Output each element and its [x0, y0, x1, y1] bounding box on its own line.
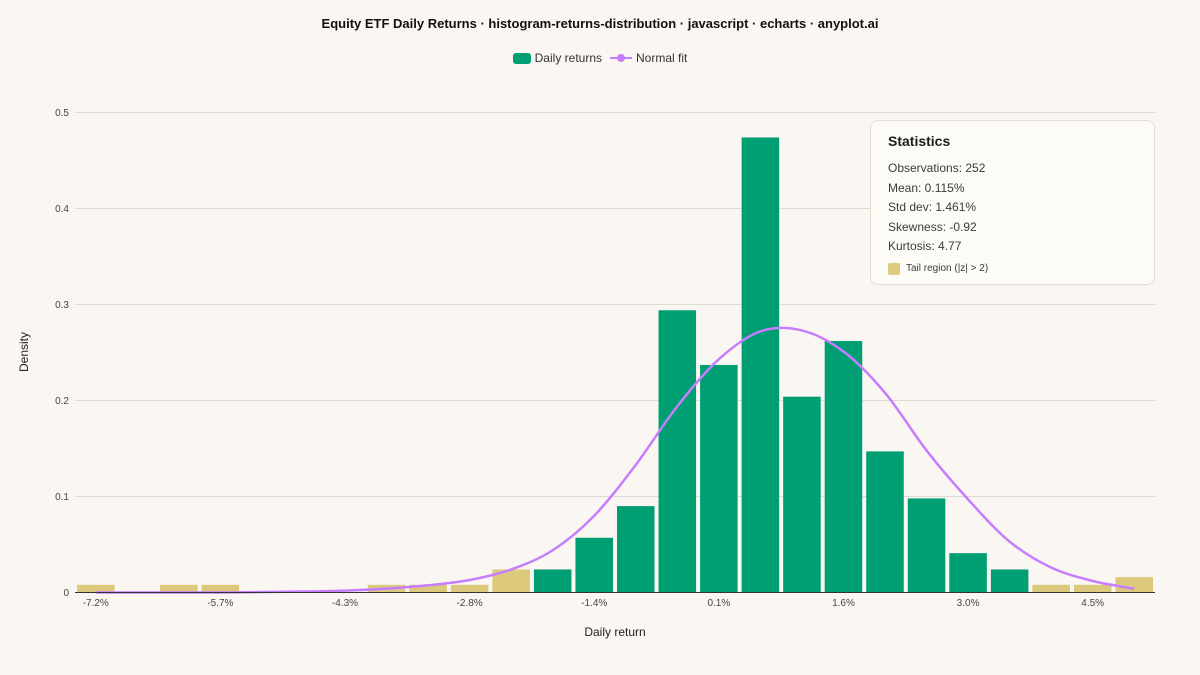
x-tick-label: 3.0% — [957, 598, 980, 609]
legend-label: Daily returns — [534, 51, 602, 65]
axes: 0 0.1 0.2 0.3 0.4 0.5 -7.2% -5.7% -4.3% -2.8% -1.4… — [55, 108, 1155, 609]
x-tick-label: -7.2% — [83, 598, 109, 609]
x-tick-label: -2.8% — [457, 598, 483, 609]
stat-mean: Mean: 0.115% — [888, 180, 965, 195]
x-tick-label: 0.1% — [707, 598, 730, 609]
histogram-bar — [783, 396, 821, 593]
tail-region-label: Tail region (|z| > 2) — [906, 263, 989, 274]
stat-skewness: Skewness: -0.92 — [888, 219, 977, 234]
histogram-bar — [575, 537, 613, 593]
x-tick-label: 4.5% — [1081, 598, 1104, 609]
histogram-bar — [617, 506, 655, 593]
histogram-bar — [949, 553, 987, 593]
stat-observations: Observations: 252 — [888, 161, 986, 175]
tail-swatch-icon — [888, 262, 900, 275]
bar-swatch-icon — [512, 52, 531, 64]
x-tick-label: -5.7% — [207, 598, 233, 609]
y-tick-label: 0.3 — [55, 300, 69, 311]
tail-bar — [201, 584, 240, 593]
histogram-bar — [533, 569, 572, 593]
histogram-bar — [866, 451, 904, 593]
tail-bar — [1115, 577, 1153, 593]
chart-title: Equity ETF Daily Returns · histogram-ret… — [321, 16, 879, 31]
statistics-title: Statistics — [888, 133, 951, 149]
x-tick-label: 1.6% — [832, 598, 855, 609]
line-marker-icon — [610, 54, 632, 62]
y-tick-label: 0.4 — [55, 204, 69, 215]
tail-bar — [1032, 584, 1070, 593]
x-tick-label: -4.3% — [332, 598, 358, 609]
tail-bar — [1073, 584, 1112, 593]
normal-fit-line-layer — [95, 326, 1135, 594]
tail-region-legend: Tail region (|z| > 2) — [888, 262, 1137, 275]
legend-label: Normal fit — [636, 51, 688, 65]
histogram-bar — [824, 340, 863, 593]
statistics-panel: Statistics Observations: 252 Mean: 0.115… — [870, 120, 1155, 285]
histogram-bar — [990, 569, 1029, 593]
y-tick-label: 0.5 — [55, 108, 69, 119]
histogram-bar — [907, 498, 946, 593]
bars — [77, 137, 1153, 593]
y-tick-label: 0.2 — [55, 396, 69, 407]
tail-bar — [160, 584, 198, 593]
stat-std-dev: Std dev: 1.461% — [888, 200, 977, 214]
histogram-bar — [658, 310, 697, 593]
normal-fit-line — [95, 326, 1135, 594]
legend-item-daily-returns[interactable]: Daily returns — [512, 51, 602, 65]
histogram-bar — [700, 364, 738, 593]
legend: Daily returns Normal fit — [0, 51, 1200, 65]
legend-item-normal-fit[interactable]: Normal fit — [610, 51, 687, 65]
x-tick-label: -1.4% — [581, 598, 607, 609]
tail-bar — [450, 584, 489, 593]
y-axis-label: Density — [17, 332, 31, 372]
x-axis-label: Daily return — [584, 625, 645, 639]
stat-kurtosis: Kurtosis: 4.77 — [888, 239, 962, 253]
tail-bar — [492, 569, 530, 593]
histogram-bar — [741, 137, 780, 593]
tail-bar — [77, 584, 115, 593]
y-tick-label: 0 — [63, 588, 69, 599]
y-tick-label: 0.1 — [55, 492, 69, 503]
tail-bar — [409, 584, 447, 593]
